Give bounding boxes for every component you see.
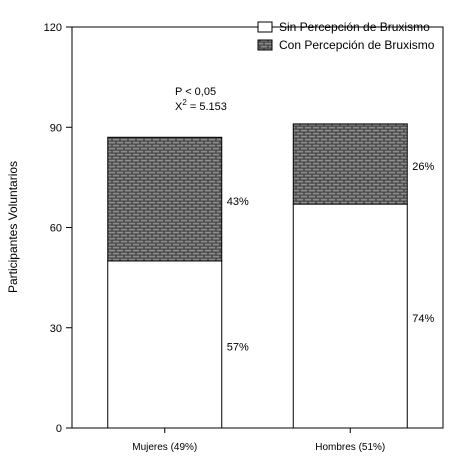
bar-segment (107, 136, 223, 262)
chi-square-annotation: X2 = 5.153 (175, 98, 227, 113)
bar-data-label: 57% (227, 341, 249, 353)
bar-segment (292, 123, 408, 205)
x-axis-categories: Mujeres (49%) Hombres (51%) (132, 428, 385, 453)
bars-group: 57% 43% 74% 26% (107, 123, 434, 429)
bar-data-label: 26% (412, 161, 434, 173)
legend-label-con: Con Percepción de Bruxismo (279, 38, 435, 52)
y-tick-label: 0 (56, 423, 62, 435)
x-category-label: Hombres (51%) (315, 442, 385, 453)
x-category-label: Mujeres (49%) (132, 442, 197, 453)
y-axis-label: Participantes Voluntarios (6, 161, 20, 293)
statistics-annotation: P < 0,05 X2 = 5.153 (175, 86, 227, 113)
y-tick-label: 90 (50, 122, 62, 134)
bar-data-label: 74% (412, 313, 434, 325)
chi-symbol: X (175, 101, 183, 113)
legend-swatch-sin (257, 21, 273, 33)
legend-label-sin: Sin Percepción de Bruxismo (279, 20, 430, 34)
chi-superscript: 2 (182, 98, 187, 107)
y-tick-label: 120 (44, 22, 62, 34)
y-tick-label: 60 (50, 223, 62, 235)
legend: Sin Percepción de Bruxismo Con Percepció… (257, 20, 435, 52)
bar-data-label: 43% (227, 196, 249, 208)
p-value-annotation: P < 0,05 (175, 86, 216, 98)
y-tick-label: 30 (50, 323, 62, 335)
legend-swatch-con (257, 39, 273, 51)
chi-value: = 5.153 (187, 101, 227, 113)
bar-segment (107, 260, 223, 429)
y-axis-ticks: 0 30 60 90 120 (44, 22, 72, 435)
bar-segment (292, 203, 408, 429)
